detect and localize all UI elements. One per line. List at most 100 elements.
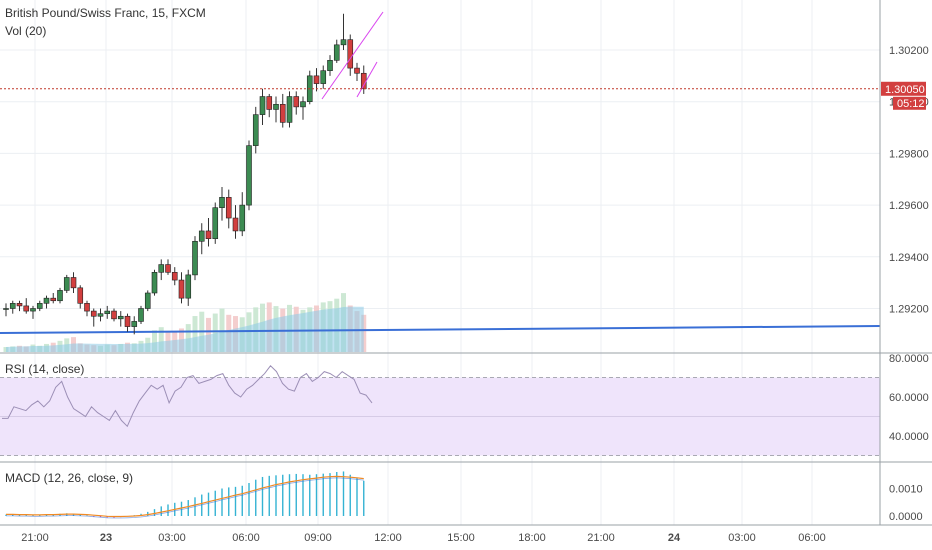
rsi-pane[interactable]	[0, 365, 880, 456]
candle-body	[300, 101, 306, 108]
volume-bar	[185, 324, 191, 352]
candle-body	[259, 96, 266, 115]
candle-body	[23, 305, 30, 312]
candle-body	[354, 67, 360, 74]
price-pane[interactable]	[0, 11, 881, 352]
candle-body	[333, 44, 340, 61]
candle-body	[111, 310, 117, 320]
volume-legend: Vol (20)	[5, 24, 46, 38]
candle-body	[178, 279, 185, 299]
time-axis-label: 18:00	[518, 532, 546, 544]
volume-bar	[192, 316, 198, 352]
time-axis-label: 15:00	[447, 532, 475, 544]
time-axis-label: 06:00	[232, 532, 260, 544]
candle-body	[347, 39, 354, 69]
candle-body	[273, 103, 279, 110]
candle-body	[57, 290, 63, 302]
macd-axis-label: 0.0010	[889, 484, 923, 496]
candle-body	[171, 272, 178, 281]
candle-body	[225, 197, 232, 219]
time-axis-label: 21:00	[21, 532, 49, 544]
last-price-tag	[881, 81, 926, 96]
candle-body	[232, 217, 239, 232]
volume-bar	[152, 330, 157, 352]
candle-body	[205, 230, 212, 240]
candle-body	[90, 310, 97, 317]
candle-body	[293, 96, 300, 108]
candle-body	[3, 308, 9, 310]
candle-body	[246, 145, 252, 206]
rsi-axis-label: 80.0000	[889, 353, 929, 365]
macd-pane[interactable]	[5, 471, 365, 519]
chart-title: British Pound/Swiss Franc, 15, FXCM	[5, 6, 206, 20]
countdown-text: 05:12	[897, 98, 925, 110]
candle-body	[138, 308, 144, 322]
trend-line	[0, 325, 881, 334]
candle-body	[239, 204, 246, 232]
candle-body	[279, 103, 286, 123]
candle-body	[252, 114, 259, 146]
rsi-axis-label: 40.0000	[889, 431, 929, 443]
countdown-tag	[893, 96, 926, 110]
last-price-text: 1.30050	[885, 84, 925, 96]
time-axis-label: 12:00	[374, 532, 402, 544]
channel-line-upper	[321, 11, 384, 100]
candle-body	[185, 274, 192, 299]
candle-body	[117, 315, 124, 320]
candle-body	[313, 75, 320, 84]
time-axis-label: 03:00	[728, 532, 756, 544]
candle-body	[50, 297, 57, 302]
candle-body	[320, 70, 327, 84]
candle-body	[360, 72, 367, 90]
price-axis-label: 1.30200	[889, 45, 929, 57]
candle-body	[158, 264, 165, 273]
candle-body	[70, 277, 77, 289]
candle-body	[151, 272, 158, 294]
time-axis-label: 23	[100, 532, 112, 544]
time-axis-label: 24	[668, 532, 681, 544]
price-axis-label: 1.29200	[889, 304, 929, 316]
candle-body	[84, 303, 90, 312]
macd-line	[6, 475, 364, 518]
candle-body	[131, 321, 138, 327]
rsi-line	[2, 365, 373, 428]
price-axis-label: 1.29800	[889, 148, 929, 160]
candle-body	[97, 313, 104, 317]
macd-axis-label: 0.0000	[889, 511, 923, 523]
candle-body	[43, 297, 50, 304]
candle-body	[192, 240, 198, 276]
candle-body	[30, 308, 36, 312]
price-axis-label: 1.29600	[889, 200, 929, 212]
candle-body	[266, 96, 273, 110]
time-axis-label: 21:00	[587, 532, 615, 544]
chart-grid	[0, 0, 880, 525]
candle-body	[327, 60, 333, 71]
macd-legend: MACD (12, 26, close, 9)	[5, 471, 133, 485]
time-axis-label: 03:00	[158, 532, 186, 544]
candle-body	[286, 96, 293, 123]
rsi-axis-label: 60.0000	[889, 392, 929, 404]
candle-body	[124, 315, 131, 327]
candle-body	[16, 303, 23, 307]
volume-ma-area	[6, 306, 364, 352]
chart-legends: British Pound/Swiss Franc, 15, FXCM Vol …	[5, 6, 206, 485]
candle-body	[9, 303, 16, 309]
candle-body	[212, 207, 219, 240]
time-axis-label: 06:00	[798, 532, 826, 544]
channel-line-lower	[356, 61, 378, 98]
candle-body	[198, 230, 205, 242]
candle-body	[36, 303, 43, 309]
rsi-legend: RSI (14, close)	[5, 362, 84, 376]
candle-body	[104, 310, 111, 314]
volume-bar	[158, 327, 164, 352]
price-axis-label: 1.29400	[889, 252, 929, 264]
candle-body	[77, 287, 84, 304]
candle-body	[219, 197, 225, 208]
candle-body	[340, 39, 347, 46]
macd-signal-line	[6, 477, 364, 519]
time-axis-label: 09:00	[304, 532, 332, 544]
candle-body	[144, 292, 151, 309]
